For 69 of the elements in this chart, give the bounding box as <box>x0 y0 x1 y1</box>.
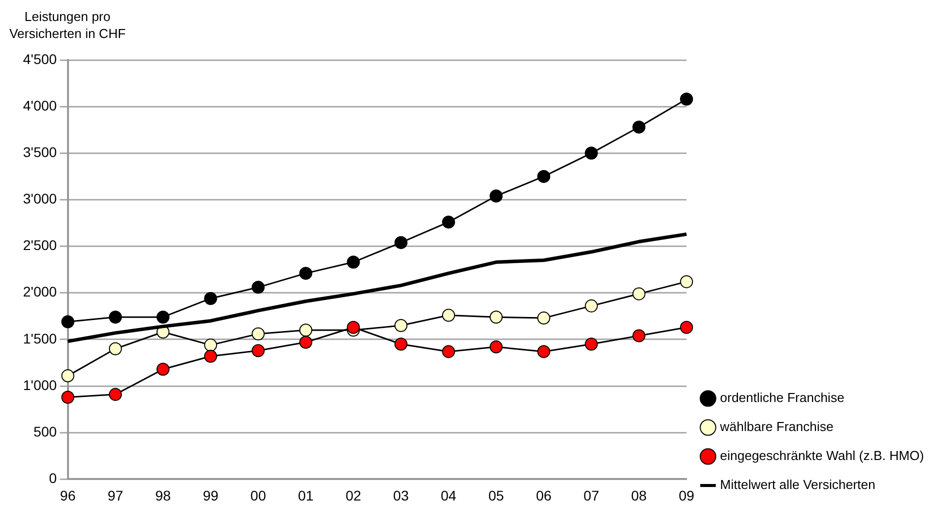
point <box>632 329 646 342</box>
x-tick-label: 08 <box>631 487 647 504</box>
point <box>61 369 74 382</box>
point <box>108 310 122 324</box>
y-tick-label: 2'000 <box>22 284 58 300</box>
point <box>204 350 218 363</box>
point <box>584 338 598 351</box>
point <box>394 318 408 332</box>
point <box>299 336 312 349</box>
point <box>299 324 312 337</box>
point <box>346 320 360 334</box>
x-tick-label: 04 <box>440 487 457 504</box>
point <box>394 338 408 351</box>
point <box>156 310 170 324</box>
point <box>442 308 456 322</box>
x-tick-label: 99 <box>202 487 219 504</box>
point <box>490 190 503 203</box>
legend-label: Mittelwert alle Versicherten <box>720 477 876 492</box>
legend-label: eingegeschränkte Wahl (z.B. HMO) <box>720 448 924 464</box>
legend-label: wählbare Franchise <box>719 419 834 434</box>
point <box>61 315 74 328</box>
x-tick-label: 07 <box>584 487 600 504</box>
y-tick-label: 4'500 <box>22 50 58 67</box>
point <box>680 275 694 288</box>
y-tick-label: 3'000 <box>22 190 58 207</box>
x-tick-label: 01 <box>298 487 314 504</box>
point <box>584 146 598 160</box>
y-tick-label: 1'500 <box>22 330 58 346</box>
point <box>490 340 503 354</box>
point <box>680 320 694 334</box>
y-tick-label: 0 <box>49 470 58 486</box>
point <box>537 170 550 183</box>
point <box>537 345 550 358</box>
x-tick-label: 02 <box>346 487 362 504</box>
point <box>299 266 312 280</box>
point <box>632 120 646 134</box>
point <box>537 312 550 325</box>
y-tick-label: 3'500 <box>22 144 58 160</box>
legend-label: ordentliche Franchise <box>720 390 844 406</box>
point <box>252 344 265 358</box>
y-tick-label: 4'000 <box>22 97 58 114</box>
point <box>204 292 218 305</box>
x-tick-label: 98 <box>155 487 171 504</box>
point <box>156 362 170 376</box>
point <box>442 345 456 358</box>
point <box>204 338 218 352</box>
x-tick-label: 97 <box>108 487 124 504</box>
point <box>252 280 265 294</box>
point <box>346 256 360 269</box>
point <box>394 236 408 250</box>
point <box>108 342 122 356</box>
point <box>584 299 598 312</box>
point <box>680 92 694 106</box>
x-tick-label: 03 <box>393 487 409 504</box>
x-tick-label: 06 <box>536 487 552 504</box>
x-tick-label: 05 <box>488 487 504 504</box>
x-tick-label: 09 <box>678 487 695 504</box>
point <box>108 388 122 401</box>
x-tick-label: 00 <box>250 487 266 504</box>
point <box>490 310 503 324</box>
x-tick-label: 96 <box>60 487 76 504</box>
point <box>61 390 74 404</box>
y-tick-label: 1'000 <box>22 376 58 393</box>
y-tick-label: 500 <box>33 423 58 440</box>
point <box>252 327 265 340</box>
y-axis-title: Leistungen pro Versicherten in CHF <box>8 8 127 42</box>
point <box>442 216 456 229</box>
point <box>632 287 646 300</box>
y-tick-label: 2'500 <box>22 237 58 254</box>
